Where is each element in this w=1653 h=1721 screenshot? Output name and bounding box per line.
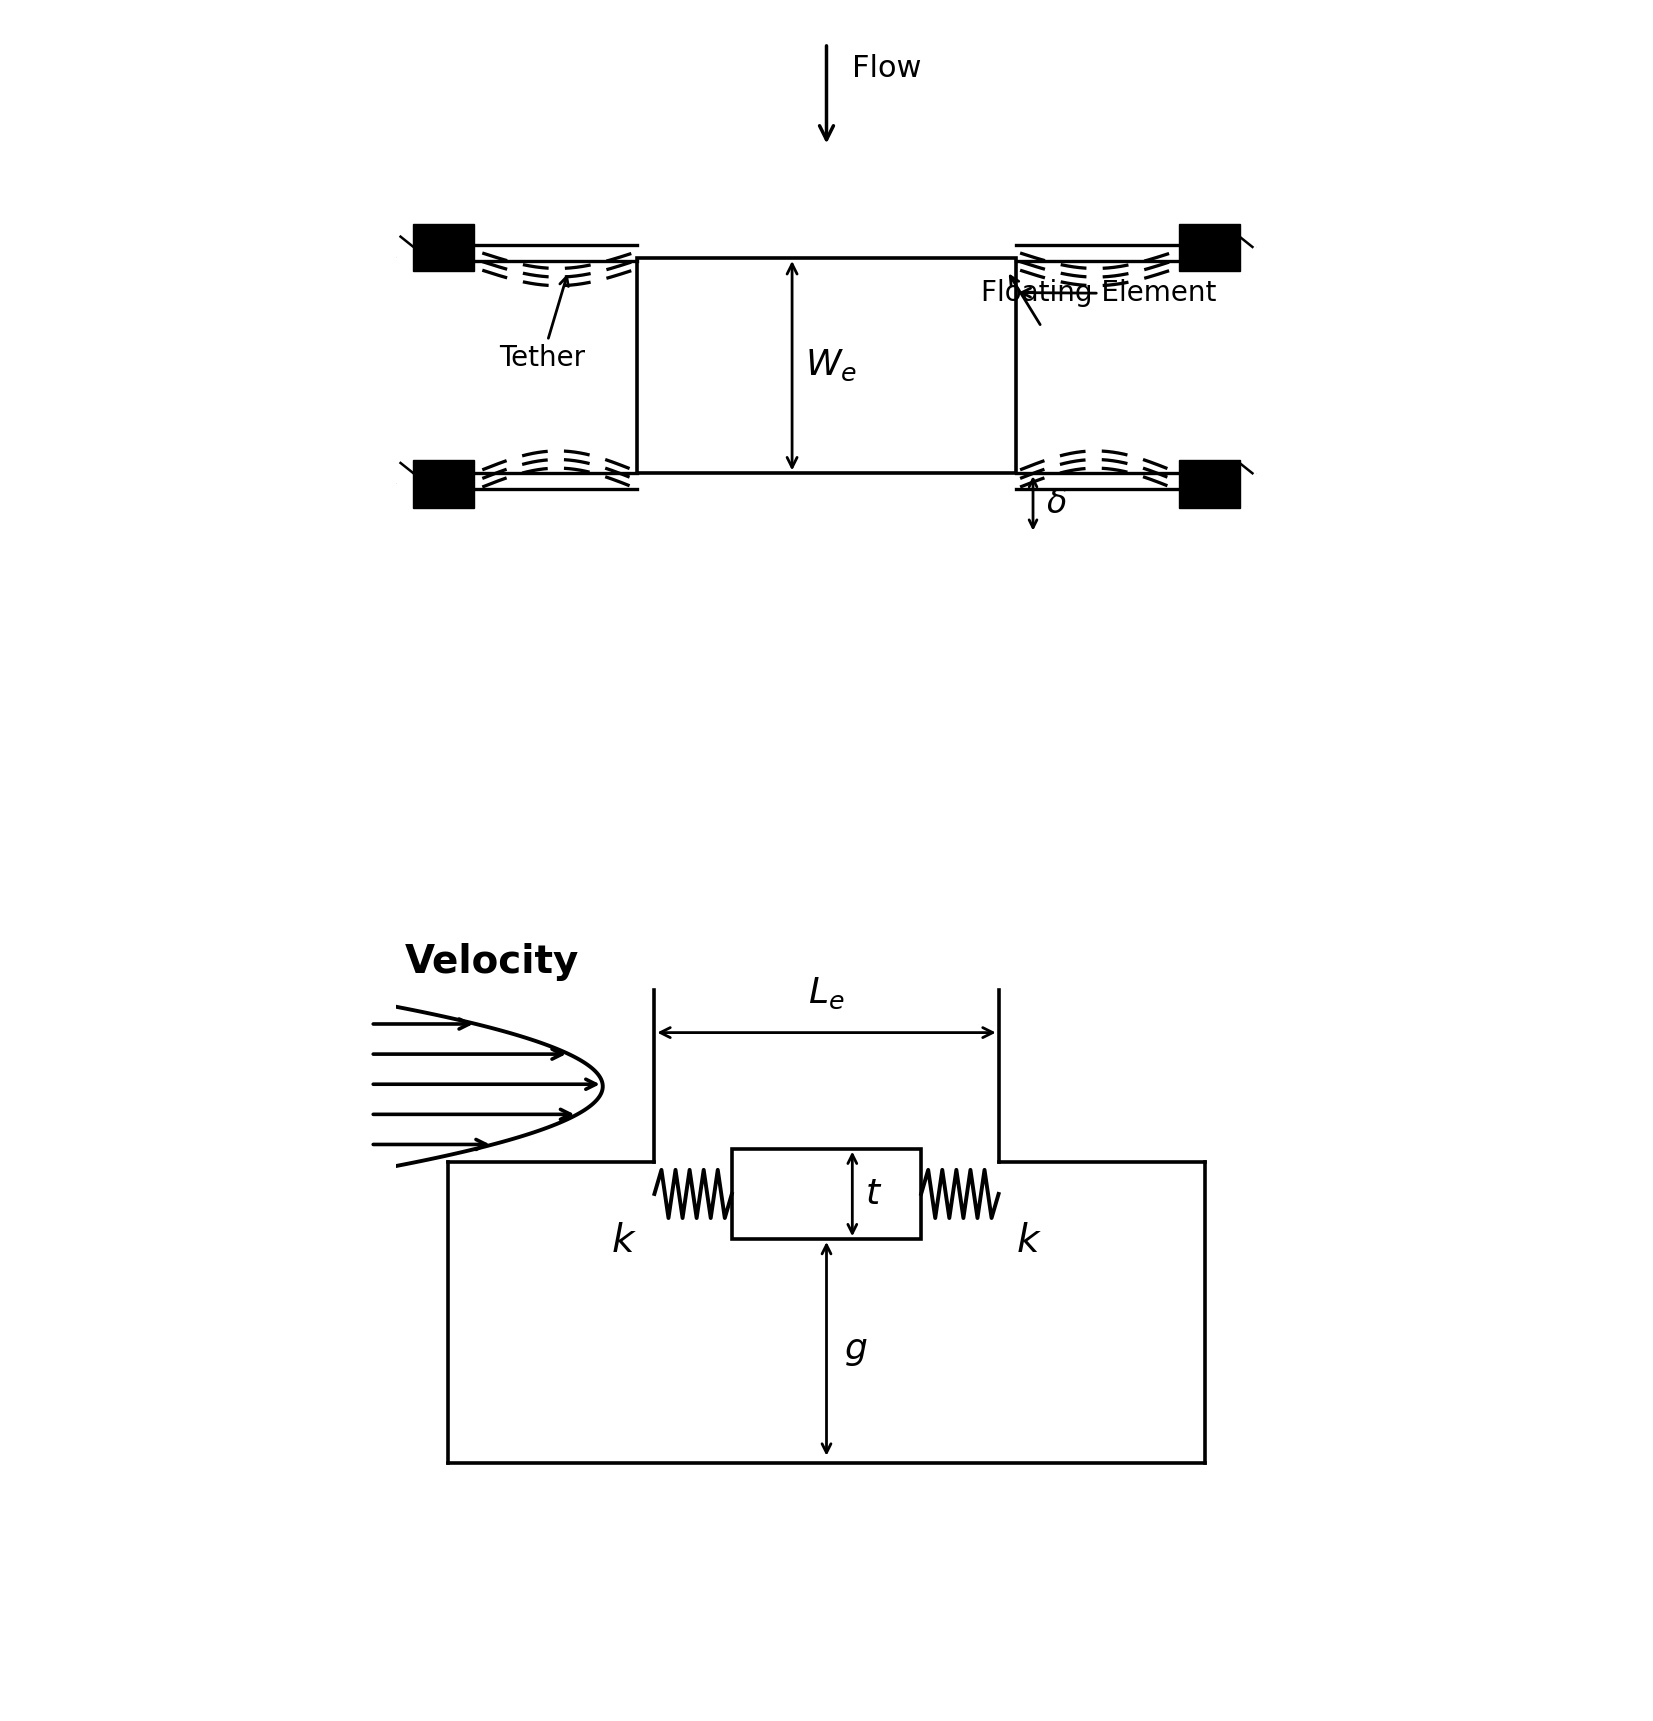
Bar	[636, 258, 1017, 473]
Bar	[732, 1150, 921, 1239]
Text: $k$: $k$	[1017, 1222, 1041, 1260]
Text: Flow: Flow	[853, 55, 922, 83]
Text: Floating Element: Floating Element	[982, 279, 1217, 306]
Text: Velocity: Velocity	[405, 943, 579, 981]
Text: $k$: $k$	[612, 1222, 636, 1260]
Bar	[413, 460, 474, 508]
Text: $L_e$: $L_e$	[808, 976, 845, 1010]
Text: $\delta$: $\delta$	[1046, 487, 1066, 520]
Bar	[1179, 224, 1240, 270]
Bar	[1179, 460, 1240, 508]
Text: $g$: $g$	[843, 1334, 868, 1368]
Text: $W_e$: $W_e$	[805, 348, 858, 384]
Text: $t$: $t$	[865, 1177, 883, 1212]
Bar	[413, 224, 474, 270]
Text: Tether: Tether	[499, 277, 585, 372]
